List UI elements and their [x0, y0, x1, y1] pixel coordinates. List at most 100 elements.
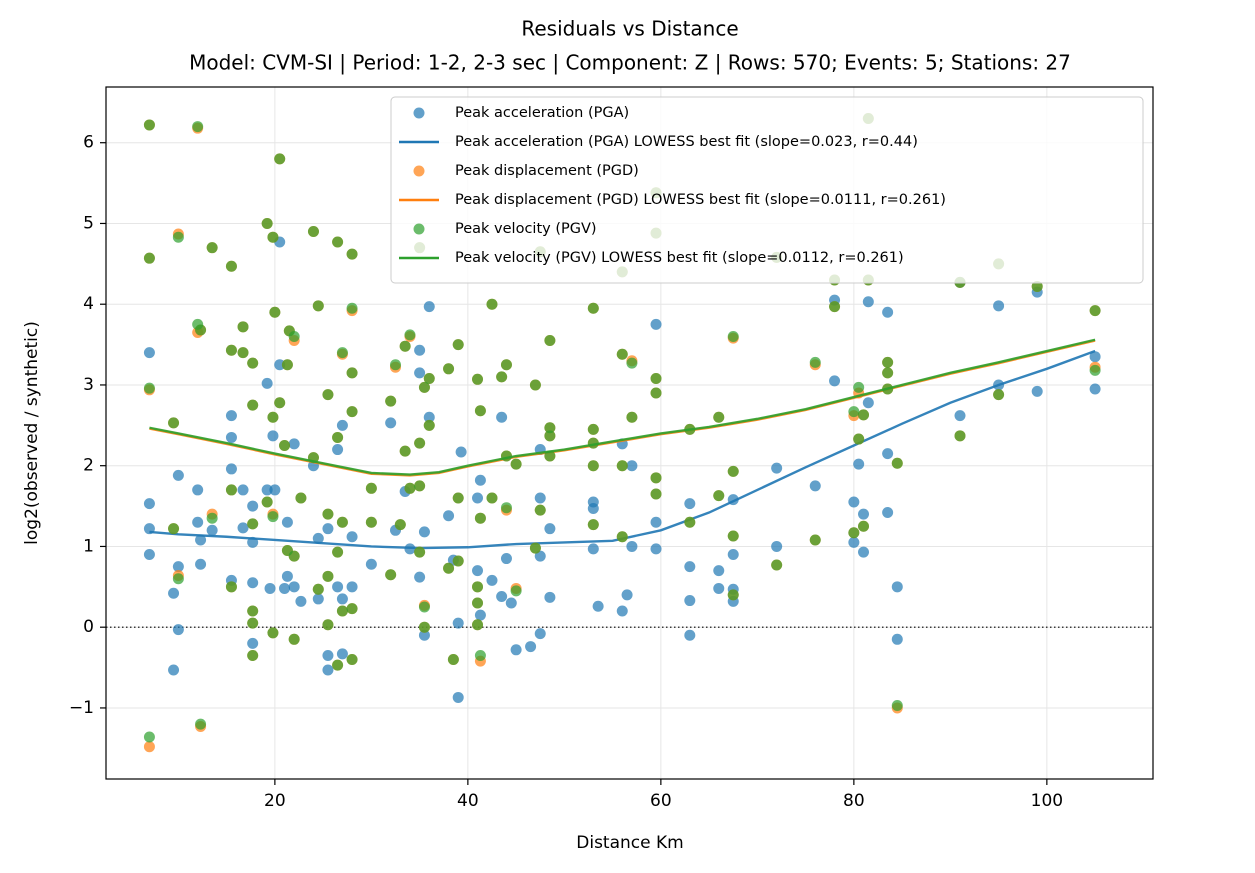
scatter-point — [452, 492, 464, 504]
legend-marker — [413, 165, 425, 177]
scatter-point — [858, 520, 870, 532]
scatter-point — [307, 226, 319, 238]
scatter-point — [713, 582, 725, 594]
scatter-point — [771, 462, 783, 474]
scatter-point — [829, 375, 841, 387]
scatter-point — [474, 649, 486, 661]
scatter-point — [423, 372, 435, 384]
scatter-point — [443, 363, 455, 375]
legend-marker — [413, 223, 425, 235]
scatter-point — [713, 565, 725, 577]
scatter-point — [399, 340, 411, 352]
scatter-point — [322, 664, 334, 676]
scatter-point — [394, 519, 406, 531]
scatter-point — [534, 504, 546, 516]
scatter-point — [365, 482, 377, 494]
scatter-point — [616, 605, 628, 617]
scatter-point — [168, 417, 180, 429]
scatter-point — [510, 458, 522, 470]
scatter-point — [414, 367, 426, 379]
scatter-point — [713, 411, 725, 423]
y-tick-label: 0 — [83, 617, 94, 637]
scatter-point — [626, 357, 638, 369]
y-tick-label: 1 — [83, 536, 94, 556]
scatter-point — [954, 430, 966, 442]
scatter-point — [332, 659, 344, 671]
scatter-point — [322, 523, 334, 535]
scatter-point — [616, 460, 628, 472]
scatter-point — [626, 460, 638, 472]
scatter-point — [510, 585, 522, 597]
scatter-point — [452, 691, 464, 703]
scatter-point — [172, 573, 184, 585]
scatter-point — [727, 589, 739, 601]
scatter-point — [529, 542, 541, 554]
scatter-point — [500, 502, 512, 514]
scatter-point — [247, 649, 259, 661]
scatter-point — [225, 484, 237, 496]
scatter-point — [544, 422, 556, 434]
scatter-point — [626, 540, 638, 552]
scatter-point — [472, 597, 484, 609]
scatter-point — [650, 516, 662, 528]
scatter-point — [474, 474, 486, 486]
scatter-point — [225, 463, 237, 475]
legend-label: Peak acceleration (PGA) LOWESS best fit … — [455, 134, 918, 150]
scatter-point — [346, 406, 358, 418]
plot-frame — [105, 86, 1154, 780]
scatter-point — [500, 553, 512, 565]
scatter-point — [279, 582, 291, 594]
scatter-point — [288, 438, 300, 450]
scatter-point — [336, 593, 348, 605]
scatter-point — [279, 440, 291, 452]
scatter-point — [399, 445, 411, 457]
scatter-point — [247, 500, 259, 512]
scatter-point — [418, 621, 430, 633]
scatter-point — [192, 484, 204, 496]
scatter-point — [862, 296, 874, 308]
scatter-point — [168, 664, 180, 676]
scatter-point — [385, 569, 397, 581]
scatter-point — [809, 534, 821, 546]
scatter-point — [809, 356, 821, 368]
scatter-point — [1089, 383, 1101, 395]
scatter-point — [237, 321, 249, 333]
scatter-point — [474, 609, 486, 621]
scatter-point — [414, 344, 426, 356]
scatter-point — [267, 627, 279, 639]
scatter-point — [225, 260, 237, 272]
scatter-point — [993, 300, 1005, 312]
scatter-point — [172, 561, 184, 573]
scatter-point — [143, 549, 155, 561]
scatter-point — [288, 550, 300, 562]
scatter-point — [529, 379, 541, 391]
scatter-point — [225, 581, 237, 593]
scatter-point — [332, 546, 344, 558]
scatter-point — [474, 405, 486, 417]
scatter-point — [143, 252, 155, 264]
scatter-point — [312, 300, 324, 312]
scatter-point — [225, 410, 237, 422]
scatter-point — [882, 507, 894, 519]
scatter-point — [332, 444, 344, 456]
scatter-point — [143, 119, 155, 131]
x-axis-label: Distance Km — [576, 833, 683, 853]
scatter-point — [418, 526, 430, 538]
scatter-point — [472, 565, 484, 577]
scatter-point — [447, 653, 459, 665]
scatter-point — [261, 377, 273, 389]
scatter-point — [237, 347, 249, 359]
scatter-point — [472, 581, 484, 593]
scatter-point — [247, 518, 259, 530]
scatter-point — [486, 574, 498, 586]
scatter-point — [336, 347, 348, 359]
scatter-point — [853, 458, 865, 470]
scatter-point — [858, 508, 870, 520]
scatter-point — [414, 437, 426, 449]
scatter-point — [727, 331, 739, 343]
scatter-point — [261, 496, 273, 508]
scatter-point — [312, 583, 324, 595]
scatter-point — [727, 465, 739, 477]
scatter-point — [472, 619, 484, 631]
scatter-point — [322, 389, 334, 401]
